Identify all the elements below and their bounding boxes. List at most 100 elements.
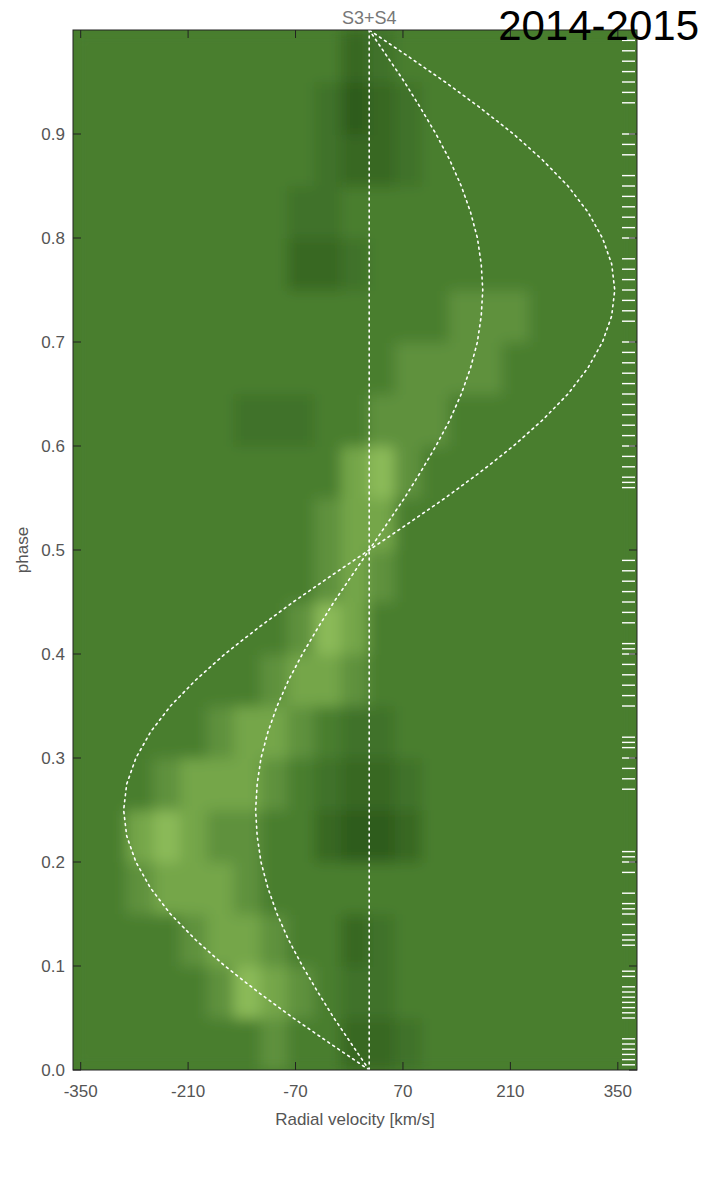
heatmap-cell — [610, 966, 637, 1019]
y-tick — [629, 1070, 637, 1071]
heatmap-cell — [180, 914, 208, 967]
heatmap-cell — [529, 446, 557, 499]
heatmap-cell — [287, 654, 315, 707]
heatmap-cell — [529, 862, 557, 915]
heatmap-cell — [126, 1018, 154, 1071]
heatmap-cell — [368, 446, 396, 499]
heatmap-cell — [529, 342, 557, 395]
y-tick — [73, 238, 81, 239]
heatmap-cell — [314, 82, 342, 135]
heatmap-cell — [73, 394, 100, 447]
heatmap-cell — [449, 862, 477, 915]
heatmap-cell — [395, 602, 423, 655]
heatmap-cell — [422, 862, 450, 915]
heatmap-cell — [529, 654, 557, 707]
heatmap-cell — [341, 30, 369, 83]
heatmap-cell — [261, 82, 289, 135]
heatmap-cell — [422, 966, 450, 1019]
y-axis-title: phase — [13, 527, 32, 573]
heatmap-cell — [126, 602, 154, 655]
observation-mark — [622, 102, 635, 103]
heatmap-cell — [207, 966, 235, 1019]
observation-mark — [622, 695, 635, 696]
heatmap-cell — [449, 966, 477, 1019]
x-tick-label: -350 — [64, 1082, 98, 1101]
observation-mark — [622, 705, 635, 706]
heatmap-cell — [314, 186, 342, 239]
heatmap-cell — [180, 1018, 208, 1071]
heatmap-cell — [368, 290, 396, 343]
heatmap-cell — [234, 862, 262, 915]
heatmap-cell — [314, 498, 342, 551]
y-tick — [73, 862, 81, 863]
heatmap-cell — [556, 1018, 584, 1071]
observation-mark — [622, 560, 635, 561]
heatmap-cell — [234, 498, 262, 551]
heatmap-cell — [556, 394, 584, 447]
observation-mark — [622, 934, 635, 935]
heatmap-cell — [556, 654, 584, 707]
heatmap-cell — [475, 862, 503, 915]
heatmap-cell — [475, 498, 503, 551]
heatmap-cell — [314, 810, 342, 863]
heatmap-cell — [261, 30, 289, 83]
heatmap-cell — [395, 238, 423, 291]
heatmap-cell — [234, 446, 262, 499]
observation-mark — [622, 373, 635, 374]
heatmap-cell — [314, 758, 342, 811]
heatmap-cell — [126, 446, 154, 499]
heatmap-cell — [422, 758, 450, 811]
heatmap-cell — [207, 914, 235, 967]
heatmap-cell — [180, 706, 208, 759]
heatmap-cell — [502, 810, 530, 863]
heatmap-cell — [99, 30, 127, 83]
heatmap-cell — [180, 654, 208, 707]
heatmap-cell — [234, 290, 262, 343]
heatmap-cell — [153, 186, 181, 239]
heatmap-cell — [583, 498, 611, 551]
heatmap-cell — [287, 342, 315, 395]
observation-mark — [622, 789, 635, 790]
observation-mark — [622, 851, 635, 852]
heatmap-cell — [261, 342, 289, 395]
heatmap-cell — [556, 446, 584, 499]
heatmap-cell — [395, 966, 423, 1019]
heatmap-cell — [180, 550, 208, 603]
heatmap-cell — [73, 30, 100, 83]
heatmap-cell — [261, 706, 289, 759]
heatmap-cell — [341, 966, 369, 1019]
heatmap-cell — [153, 966, 181, 1019]
observation-mark — [622, 477, 635, 478]
observation-mark — [622, 913, 635, 914]
heatmap-cell — [180, 394, 208, 447]
y-tick-label: 0.1 — [41, 957, 65, 976]
heatmap-cell — [449, 186, 477, 239]
heatmap-cell — [583, 186, 611, 239]
heatmap-cell — [583, 82, 611, 135]
observation-mark — [622, 1007, 635, 1008]
heatmap-cell — [475, 602, 503, 655]
heatmap-cell — [583, 446, 611, 499]
observation-mark — [622, 622, 635, 623]
heatmap-cell — [610, 550, 637, 603]
observation-mark — [622, 289, 635, 290]
heatmap-cell — [234, 342, 262, 395]
observation-mark — [622, 1002, 635, 1003]
x-tick — [402, 1062, 403, 1070]
heatmap-cell — [368, 186, 396, 239]
heatmap-cell — [207, 186, 235, 239]
heatmap-cell — [180, 30, 208, 83]
heatmap-cell — [395, 186, 423, 239]
heatmap-cell — [529, 550, 557, 603]
x-tick-label: 70 — [393, 1082, 412, 1101]
heatmap-cell — [207, 1018, 235, 1071]
heatmap-cell — [529, 602, 557, 655]
heatmap-cell — [502, 550, 530, 603]
heatmap-cell — [73, 1018, 100, 1071]
x-tick-label: 210 — [496, 1082, 524, 1101]
heatmap-cell — [475, 342, 503, 395]
heatmap-cell — [368, 342, 396, 395]
observation-mark — [622, 456, 635, 457]
observation-mark — [622, 976, 635, 977]
heatmap-cell — [99, 654, 127, 707]
